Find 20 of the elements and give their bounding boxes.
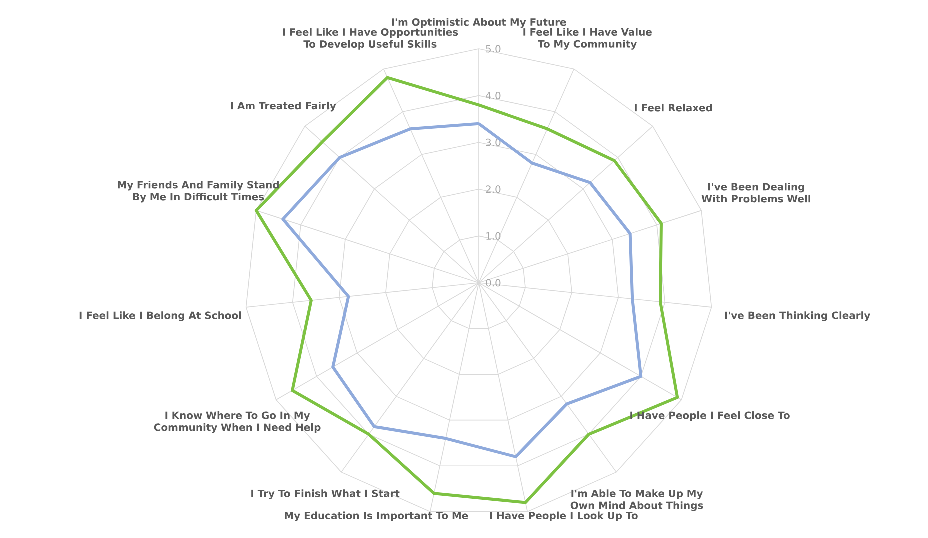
- spoke-label: My Friends And Family Stand By Me In Difficult Times: [118, 181, 279, 203]
- spoke-label: I Know Where To Go In My Community When I Need Help: [154, 412, 321, 434]
- y-tick-label: 5.0: [486, 45, 501, 53]
- y-tick-label: 2.0: [486, 186, 501, 194]
- spoke-label: I Try To Finish What I Start: [252, 490, 400, 500]
- spoke-label: I've Been Thinking Clearly: [725, 312, 870, 322]
- y-tick-label: 4.0: [486, 92, 501, 100]
- spoke-label: I Am Treated Fairly: [231, 102, 336, 112]
- spoke-label: I'm Able To Make Up My Own Mind About Things: [570, 490, 704, 512]
- spoke-label: I Feel Like I Have Opportunities To Develop Useful Skills: [283, 28, 458, 50]
- spoke-label: My Education Is Important To Me: [285, 512, 468, 522]
- y-tick-label: 1.0: [486, 232, 501, 240]
- spoke-label: I Feel Relaxed: [635, 104, 712, 112]
- spoke-label: I Have People I Feel Close To: [630, 412, 790, 422]
- spoke-label: I Feel Like I Have Value To My Community: [524, 28, 652, 50]
- spoke-label: I've Been Dealing With Problems Well: [702, 183, 810, 203]
- y-tick-label: 0.0: [486, 279, 501, 287]
- spoke-label: I Have People I Look Up To: [490, 512, 638, 522]
- spoke-label: I'm Optimistic About My Future: [392, 18, 566, 28]
- spoke-label: I Feel Like I Belong At School: [80, 312, 242, 322]
